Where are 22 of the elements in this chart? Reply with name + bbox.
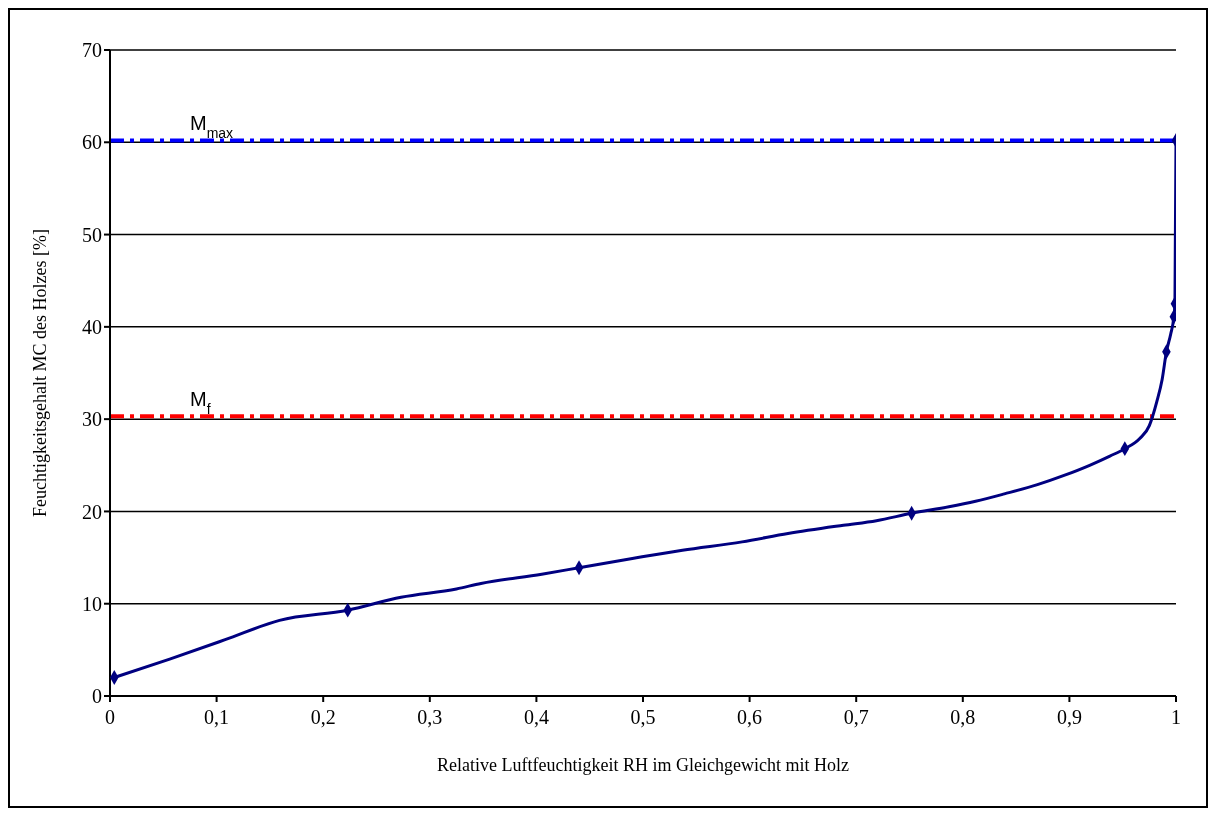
x-tick-label: 0,6 [737,706,763,729]
x-tick-label: 0,7 [843,706,869,729]
y-tick-label: 50 [82,223,102,246]
ref-line-label: M$_{f}$ [190,388,211,418]
y-tick-label: 0 [92,685,102,708]
y-tick-label: 10 [82,592,102,615]
x-tick-label: 0,3 [417,706,443,729]
x-tick-label: 0,1 [204,706,230,729]
x-tick-label: 0,4 [523,706,549,729]
x-axis-title: Relative Luftfeuchtigkeit RH im Gleichgewicht mit Holz [437,755,849,775]
x-tick-label: 0,2 [310,706,336,729]
y-axis-title: Feuchtigkeitsgehalt MC des Holzes [%] [30,229,51,517]
y-tick-label: 20 [82,500,102,523]
x-tick-label: 0,5 [630,706,656,729]
y-tick-label: 70 [82,39,102,62]
y-tick-label: 60 [82,131,102,154]
ref-line-label: M$_{max}$ [190,112,234,142]
x-tick-label: 0,8 [950,706,976,729]
y-tick-label: 30 [82,408,102,431]
y-tick-label: 40 [82,315,102,338]
x-tick-label: 1 [1171,706,1181,729]
x-tick-label: 0,9 [1056,706,1082,729]
